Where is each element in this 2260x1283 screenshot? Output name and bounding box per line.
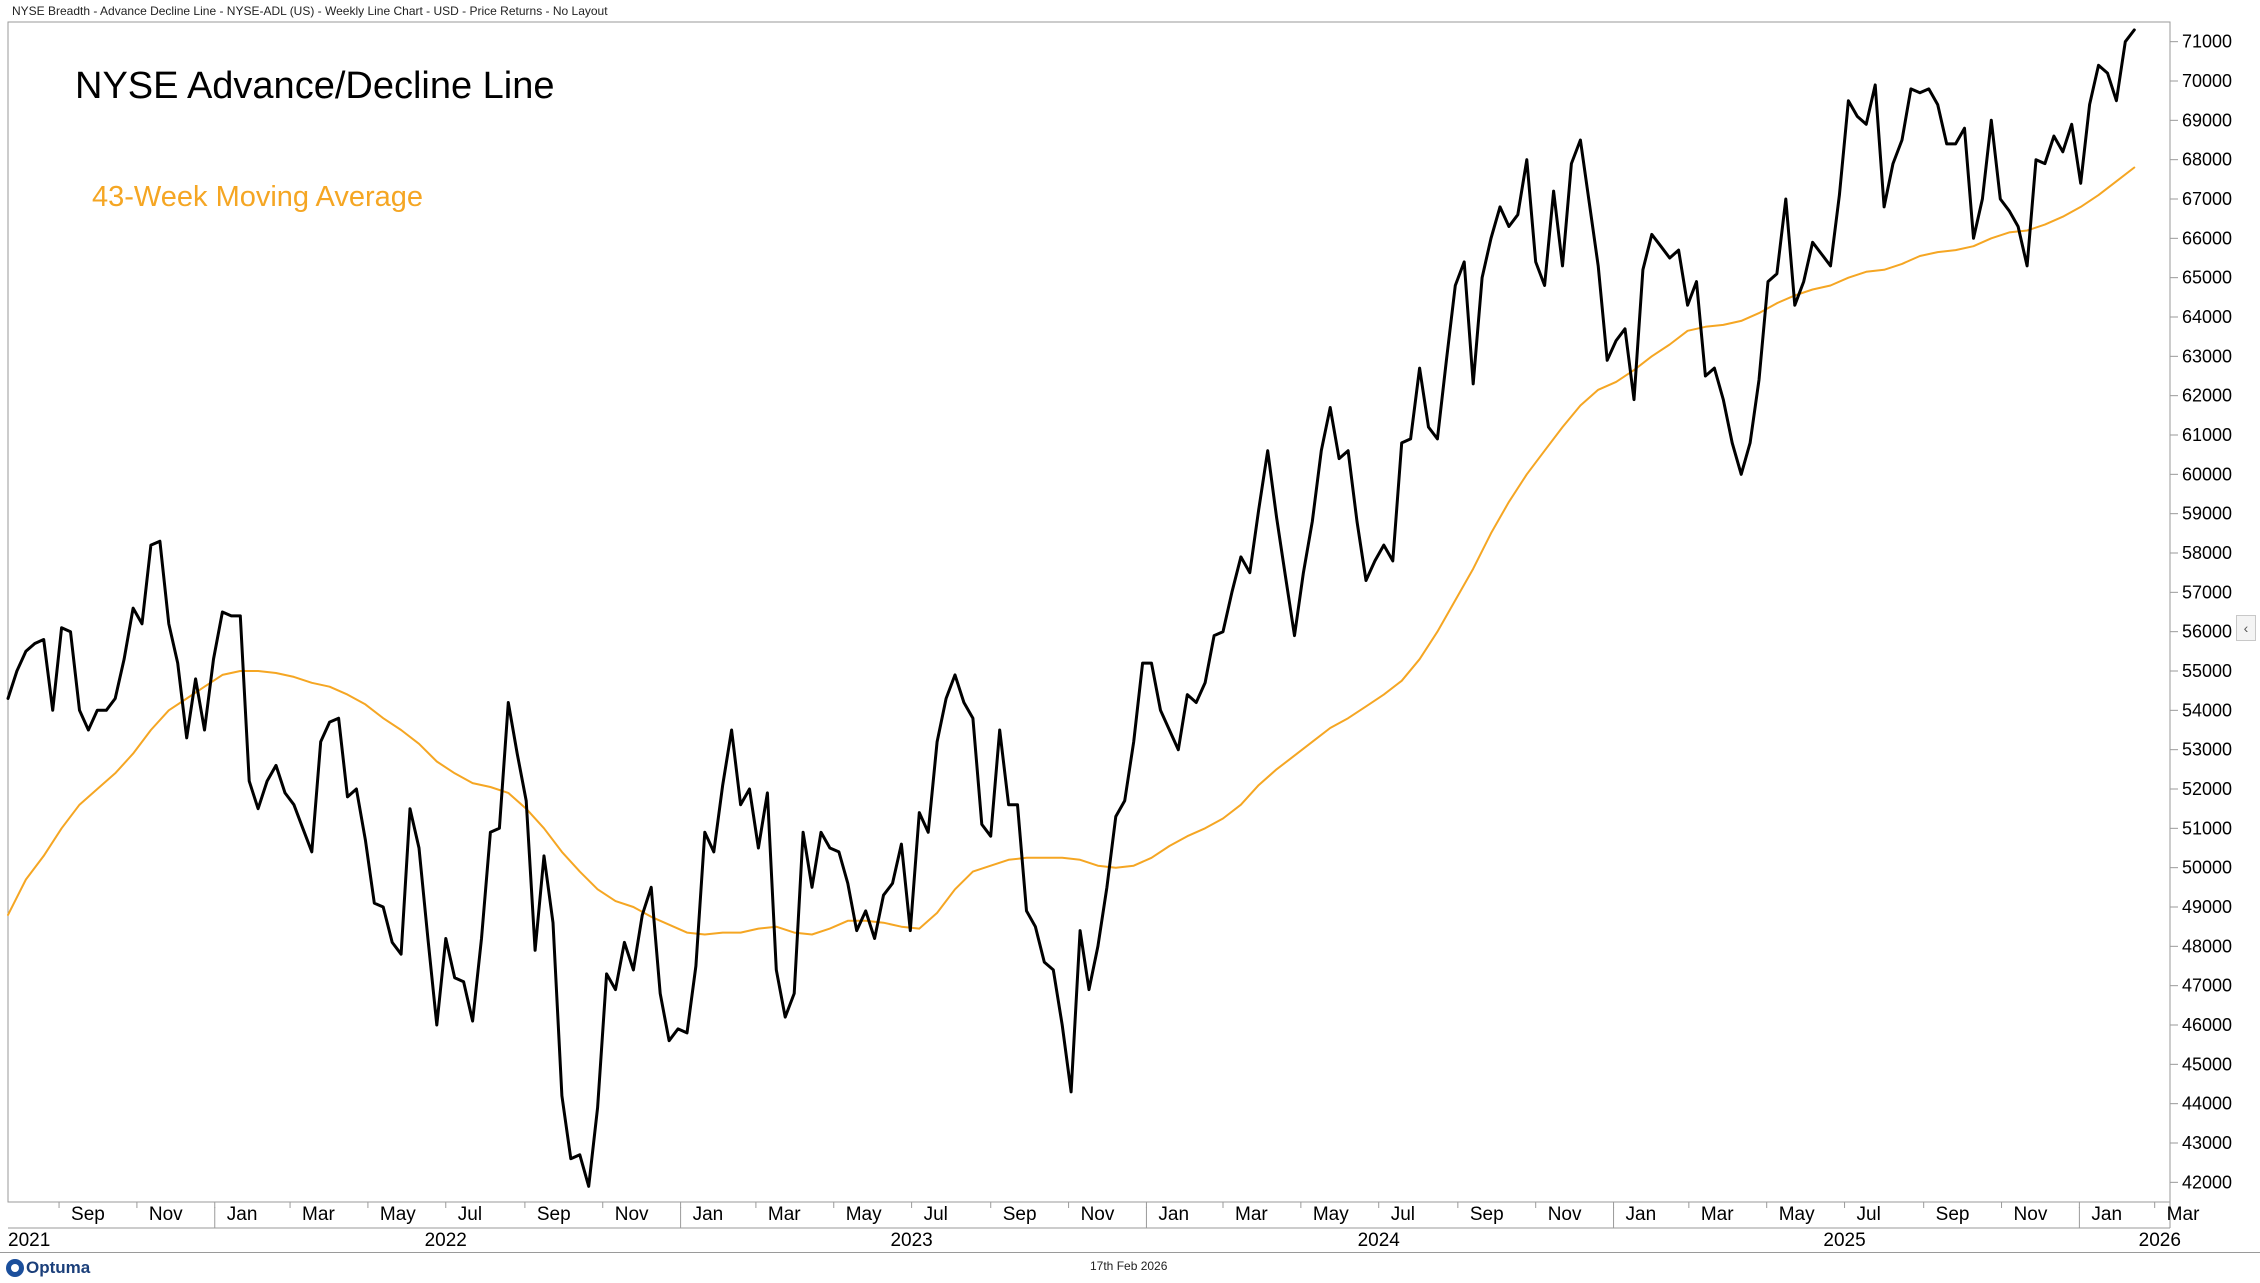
x-month-label: May [846, 1204, 882, 1225]
x-month-label: Jul [1391, 1204, 1415, 1225]
x-year-label: 2025 [1823, 1230, 1865, 1251]
x-month-label: Mar [1235, 1204, 1268, 1225]
x-month-label: Mar [302, 1204, 335, 1225]
chevron-left-icon[interactable]: ‹ [2236, 615, 2256, 641]
y-tick-label: 46000 [2182, 1015, 2232, 1035]
series-line-adl [6, 28, 2136, 1188]
x-month-label: Sep [1936, 1204, 1970, 1225]
y-tick-label: 42000 [2182, 1172, 2232, 1192]
x-month-label: Jan [1158, 1204, 1189, 1225]
y-tick-label: 55000 [2182, 661, 2232, 681]
x-month-label: Sep [537, 1204, 571, 1225]
y-tick-label: 62000 [2182, 386, 2232, 406]
footer-bar: Optuma 17th Feb 2026 [0, 1252, 2260, 1283]
x-month-label: Nov [2014, 1204, 2048, 1225]
x-year-label: 2022 [425, 1230, 467, 1251]
y-tick-label: 47000 [2182, 976, 2232, 996]
x-month-label: Sep [1470, 1204, 1504, 1225]
y-tick-label: 58000 [2182, 543, 2232, 563]
y-tick-label: 65000 [2182, 268, 2232, 288]
y-tick-label: 49000 [2182, 897, 2232, 917]
y-tick-label: 54000 [2182, 700, 2232, 720]
chart-header-caption: NYSE Breadth - Advance Decline Line - NY… [12, 4, 608, 18]
footer-date: 17th Feb 2026 [1090, 1259, 1168, 1273]
x-month-label: May [1779, 1204, 1815, 1225]
x-month-label: Nov [149, 1204, 183, 1225]
y-tick-label: 66000 [2182, 228, 2232, 248]
y-tick-label: 56000 [2182, 622, 2232, 642]
x-month-label: Mar [1701, 1204, 1734, 1225]
y-tick-label: 67000 [2182, 189, 2232, 209]
x-month-label: Mar [2167, 1204, 2200, 1225]
series-line-moving-average [7, 166, 2136, 936]
x-month-label: Sep [1003, 1204, 1037, 1225]
brand-name: Optuma [26, 1258, 91, 1277]
x-month-label: May [380, 1204, 416, 1225]
y-tick-label: 50000 [2182, 858, 2232, 878]
x-month-label: Mar [768, 1204, 801, 1225]
x-month-label: Jul [458, 1204, 482, 1225]
x-month-label: Nov [1548, 1204, 1582, 1225]
y-tick-label: 44000 [2182, 1094, 2232, 1114]
y-tick-label: 45000 [2182, 1054, 2232, 1074]
y-tick-label: 70000 [2182, 71, 2232, 91]
x-axis: Sep Nov Jan Mar May Jul Sep Nov Jan Mar May Jul Sep N… [8, 1202, 2200, 1251]
y-tick-label: 59000 [2182, 504, 2232, 524]
x-month-label: May [1313, 1204, 1349, 1225]
x-month-label: Nov [1081, 1204, 1115, 1225]
x-year-label: 2026 [2139, 1230, 2181, 1251]
y-tick-label: 61000 [2182, 425, 2232, 445]
x-month-label: Nov [615, 1204, 649, 1225]
x-month-label: Jan [227, 1204, 258, 1225]
y-tick-label: 57000 [2182, 582, 2232, 602]
y-tick-label: 71000 [2182, 32, 2232, 52]
x-month-label: Jul [1857, 1204, 1881, 1225]
x-month-label: Jan [2091, 1204, 2122, 1225]
x-year-label: 2021 [8, 1230, 50, 1251]
y-axis: 42000 43000 44000 45000 46000 47000 48000 49000… [2170, 32, 2232, 1192]
x-month-label: Jan [1626, 1204, 1657, 1225]
optuma-logo-icon [6, 1259, 24, 1277]
y-tick-label: 63000 [2182, 346, 2232, 366]
y-tick-label: 60000 [2182, 464, 2232, 484]
x-month-label: Jan [693, 1204, 724, 1225]
x-year-label: 2023 [890, 1230, 932, 1251]
x-month-label: Sep [71, 1204, 105, 1225]
y-tick-label: 43000 [2182, 1133, 2232, 1153]
y-tick-label: 68000 [2182, 150, 2232, 170]
legend-moving-average: 43-Week Moving Average [92, 181, 423, 213]
y-tick-label: 53000 [2182, 740, 2232, 760]
y-tick-label: 69000 [2182, 110, 2232, 130]
brand-logo: Optuma [6, 1258, 90, 1278]
x-month-label: Jul [924, 1204, 948, 1225]
y-tick-label: 64000 [2182, 307, 2232, 327]
chart-title: NYSE Advance/Decline Line [75, 65, 555, 107]
y-tick-label: 52000 [2182, 779, 2232, 799]
y-tick-label: 48000 [2182, 936, 2232, 956]
y-tick-label: 51000 [2182, 818, 2232, 838]
series-layer [6, 28, 2136, 1188]
x-year-label: 2024 [1358, 1230, 1401, 1251]
